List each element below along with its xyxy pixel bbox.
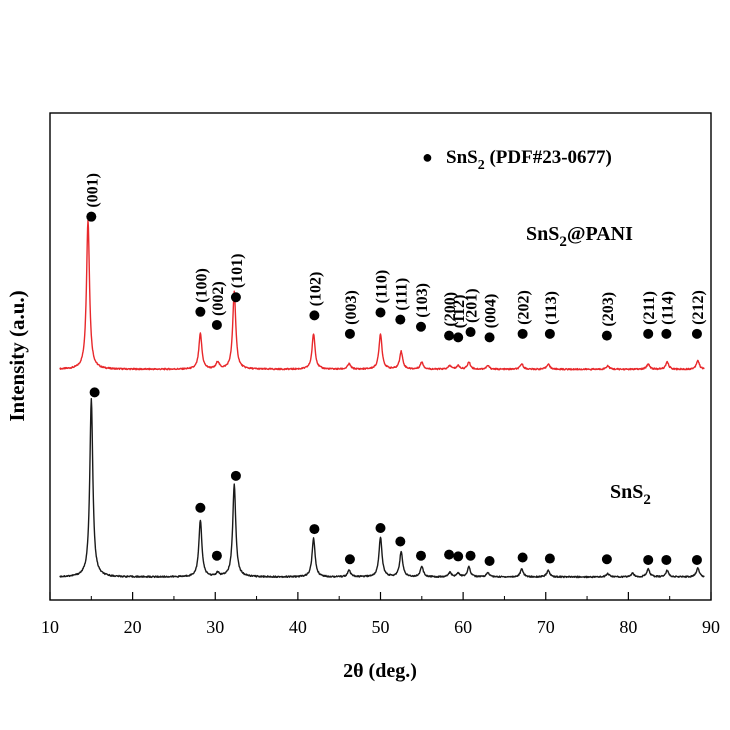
marker-layer: (001) (100) (002)(101) (102) (003) (110) (111)… (84, 173, 707, 567)
phase-marker-1-13 (517, 552, 528, 563)
phase-marker-1-3 (230, 470, 241, 481)
phase-marker-0-10 (453, 332, 464, 343)
reflection-label-7: (111) (393, 278, 410, 311)
phase-marker-1-11 (465, 550, 476, 561)
legend: ● SnS2 (PDF#23-0677) (422, 147, 612, 173)
legend-marker: ● (422, 147, 433, 167)
phase-marker-0-18 (691, 328, 702, 339)
x-tick-label-4: 50 (372, 617, 390, 637)
phase-marker-0-13 (517, 328, 528, 339)
phase-marker-0-0 (86, 211, 97, 222)
phase-marker-0-3 (230, 292, 241, 303)
phase-marker-0-11 (465, 327, 476, 338)
phase-marker-0-14 (544, 328, 555, 339)
y-axis-title: Intensity (a.u.) (5, 290, 29, 421)
phase-marker-1-16 (643, 554, 654, 565)
x-tick-label-2: 30 (206, 617, 224, 637)
phase-marker-1-14 (544, 553, 555, 564)
reflection-label-8: (103) (414, 283, 431, 318)
phase-marker-1-6 (375, 523, 386, 534)
reflection-label-9: (200) (442, 292, 459, 327)
phase-marker-1-4 (309, 524, 320, 535)
series-label-sns2: SnS2 (610, 481, 651, 508)
phase-marker-1-7 (395, 536, 406, 547)
reflection-label-13: (202) (516, 290, 533, 325)
reflection-label-11: (201) (464, 288, 481, 323)
reflection-label-6: (110) (374, 270, 391, 304)
phase-marker-1-9 (444, 549, 455, 560)
reflection-label-12: (004) (483, 294, 500, 329)
reflection-label-10: (112) (451, 295, 468, 329)
phase-marker-0-17 (661, 328, 672, 339)
phase-marker-1-1 (195, 502, 206, 513)
x-tick-label-7: 80 (619, 617, 637, 637)
x-tick-label-3: 40 (289, 617, 307, 637)
reflection-label-4: (102) (307, 272, 324, 307)
series-line-1 (59, 398, 705, 579)
x-tick-label-8: 90 (702, 617, 720, 637)
phase-marker-0-6 (375, 307, 386, 318)
phase-marker-1-5 (344, 554, 355, 565)
phase-marker-1-15 (601, 554, 612, 565)
reflection-label-2: (002) (210, 281, 227, 316)
phase-marker-0-1 (195, 306, 206, 317)
phase-marker-0-16 (643, 328, 654, 339)
phase-marker-0-8 (415, 321, 426, 332)
series-layer (59, 219, 705, 579)
reflection-label-3: (101) (229, 254, 246, 289)
phase-marker-1-0 (89, 387, 100, 398)
x-tick-label-5: 60 (454, 617, 472, 637)
phase-marker-1-18 (691, 554, 702, 565)
reflection-label-0: (001) (84, 173, 101, 208)
reflection-label-17: (114) (659, 291, 676, 325)
phase-marker-1-8 (415, 550, 426, 561)
phase-marker-0-2 (211, 319, 222, 330)
x-axis-title: 2θ (deg.) (343, 660, 417, 682)
x-tick-label-1: 20 (124, 617, 142, 637)
phase-marker-1-10 (453, 551, 464, 562)
series-label-sns2-pani: SnS2@PANI (526, 223, 633, 250)
reflection-label-18: (212) (690, 290, 707, 325)
reflection-label-14: (113) (543, 291, 560, 325)
phase-marker-0-5 (344, 328, 355, 339)
reflection-label-5: (003) (343, 290, 360, 325)
reflection-label-1: (100) (193, 268, 210, 303)
phase-marker-0-7 (395, 314, 406, 325)
reflection-label-15: (203) (600, 292, 617, 327)
phase-marker-0-15 (601, 330, 612, 341)
phase-marker-1-12 (484, 556, 495, 567)
series-line-0 (59, 219, 705, 371)
phase-marker-0-4 (309, 310, 320, 321)
phase-marker-1-2 (211, 550, 222, 561)
axis-layer: 10 20 30 40 50 60 70 80 90 (41, 592, 720, 637)
phase-marker-0-12 (484, 332, 495, 343)
legend-text: SnS2 (PDF#23-0677) (446, 147, 612, 173)
reflection-label-16: (211) (641, 291, 658, 325)
x-tick-label-6: 70 (537, 617, 555, 637)
phase-marker-0-9 (444, 330, 455, 341)
x-tick-label-0: 10 (41, 617, 59, 637)
phase-marker-1-17 (661, 554, 672, 565)
